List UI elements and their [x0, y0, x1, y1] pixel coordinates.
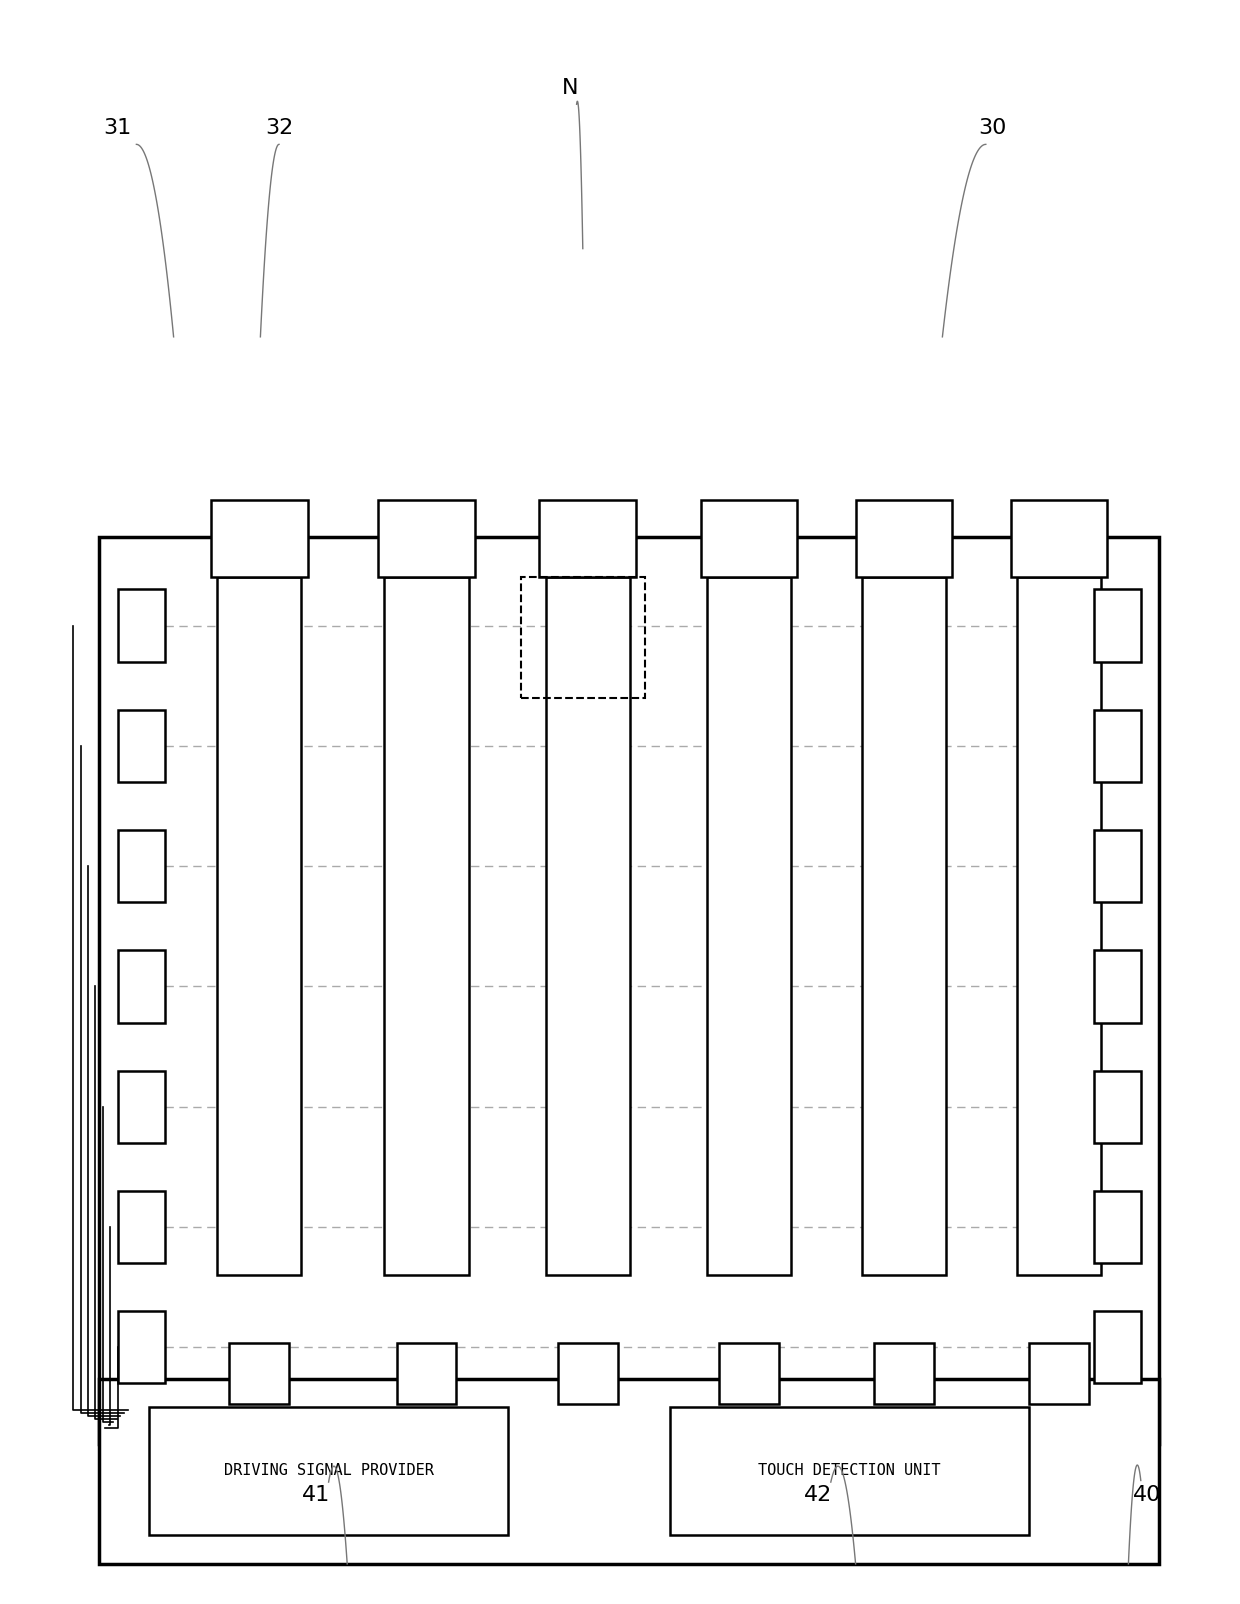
FancyBboxPatch shape: [118, 1190, 165, 1264]
FancyBboxPatch shape: [539, 500, 636, 577]
FancyBboxPatch shape: [378, 500, 475, 577]
Text: 41: 41: [303, 1485, 330, 1505]
FancyBboxPatch shape: [397, 1343, 456, 1404]
FancyBboxPatch shape: [118, 590, 165, 662]
FancyBboxPatch shape: [118, 711, 165, 783]
FancyBboxPatch shape: [99, 537, 1159, 1444]
FancyBboxPatch shape: [1094, 831, 1141, 903]
FancyBboxPatch shape: [229, 1343, 289, 1404]
FancyBboxPatch shape: [118, 1071, 165, 1144]
FancyBboxPatch shape: [856, 500, 952, 577]
Text: DRIVING SIGNAL PROVIDER: DRIVING SIGNAL PROVIDER: [223, 1463, 434, 1479]
FancyBboxPatch shape: [1094, 1071, 1141, 1144]
FancyBboxPatch shape: [558, 1343, 618, 1404]
FancyBboxPatch shape: [118, 1312, 165, 1383]
FancyBboxPatch shape: [1011, 500, 1107, 577]
FancyBboxPatch shape: [1029, 1343, 1089, 1404]
FancyBboxPatch shape: [384, 577, 469, 1275]
FancyBboxPatch shape: [670, 1407, 1029, 1535]
Text: 30: 30: [978, 119, 1006, 138]
FancyBboxPatch shape: [99, 1379, 1159, 1564]
FancyBboxPatch shape: [1017, 577, 1101, 1275]
FancyBboxPatch shape: [118, 951, 165, 1023]
FancyBboxPatch shape: [862, 577, 946, 1275]
Text: 42: 42: [805, 1485, 832, 1505]
FancyBboxPatch shape: [1094, 711, 1141, 783]
FancyBboxPatch shape: [719, 1343, 779, 1404]
FancyBboxPatch shape: [1094, 951, 1141, 1023]
FancyBboxPatch shape: [1094, 1190, 1141, 1264]
Text: 32: 32: [265, 119, 293, 138]
FancyBboxPatch shape: [217, 577, 301, 1275]
Text: TOUCH DETECTION UNIT: TOUCH DETECTION UNIT: [758, 1463, 941, 1479]
FancyBboxPatch shape: [118, 831, 165, 903]
FancyBboxPatch shape: [1094, 1312, 1141, 1383]
FancyBboxPatch shape: [701, 500, 797, 577]
FancyBboxPatch shape: [707, 577, 791, 1275]
FancyBboxPatch shape: [149, 1407, 508, 1535]
Text: 31: 31: [104, 119, 131, 138]
FancyBboxPatch shape: [211, 500, 308, 577]
FancyBboxPatch shape: [546, 577, 630, 1275]
Text: 40: 40: [1133, 1485, 1161, 1505]
FancyBboxPatch shape: [874, 1343, 934, 1404]
FancyBboxPatch shape: [1094, 590, 1141, 662]
Text: N: N: [562, 79, 579, 98]
